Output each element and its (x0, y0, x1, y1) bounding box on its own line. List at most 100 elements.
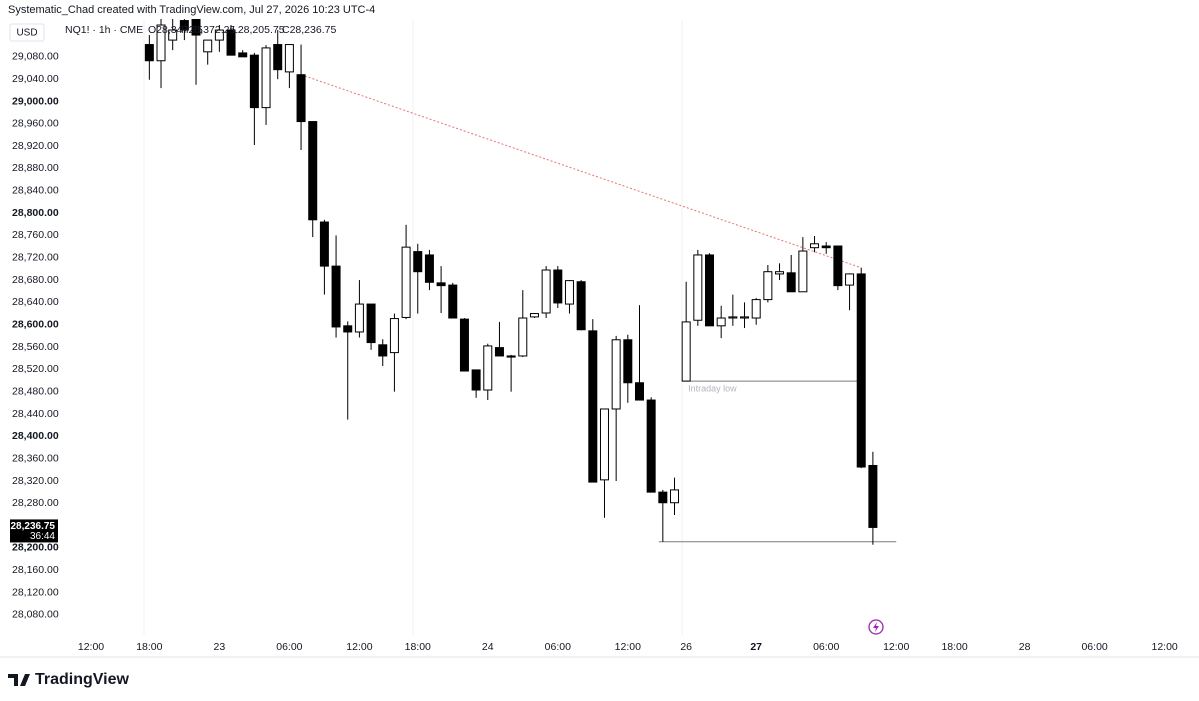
y-tick-label: 29,080.00 (12, 51, 59, 63)
header-bg (0, 0, 1199, 19)
candle-body (179, 20, 189, 31)
currency-box[interactable] (9, 23, 45, 42)
y-tick-label: 29,000.00 (12, 95, 59, 107)
candle-body (226, 29, 236, 56)
candle-body (284, 44, 294, 73)
alert-icon[interactable] (868, 619, 884, 635)
legend-high: H28,372.25 (181, 24, 235, 36)
candle-body (238, 52, 248, 58)
candle-body (413, 251, 423, 273)
x-tick-label: 18:00 (405, 641, 431, 653)
candle-body (798, 250, 808, 293)
candle-body (623, 339, 633, 384)
candle-body (401, 246, 411, 318)
candle-body (634, 382, 644, 401)
y-tick-label: 28,560.00 (12, 341, 59, 353)
candle-body (588, 330, 598, 483)
candle-body (144, 44, 154, 62)
candle-body (214, 29, 224, 41)
y-tick-label: 28,080.00 (12, 609, 59, 621)
x-tick-label: 06:00 (545, 641, 571, 653)
y-tick-label: 29,040.00 (12, 73, 59, 85)
candle-body (553, 269, 563, 304)
candle-body (693, 254, 703, 321)
x-tick-label: 06:00 (1081, 641, 1107, 653)
y-tick-label: 28,920.00 (12, 140, 59, 152)
x-tick-label: 18:00 (136, 641, 162, 653)
candle-body (343, 325, 353, 333)
candle-body (576, 281, 586, 331)
y-tick-label: 28,200.00 (12, 542, 59, 554)
candle-body (354, 303, 364, 333)
candle-body (483, 345, 493, 391)
y-tick-label: 28,720.00 (12, 252, 59, 264)
candle-body (611, 339, 621, 410)
x-tick-label: 23 (214, 641, 226, 653)
y-tick-label: 28,760.00 (12, 229, 59, 241)
candle-body (319, 221, 329, 267)
candle-body (308, 121, 318, 221)
candle-body (564, 280, 574, 305)
candle-body (541, 269, 551, 314)
y-tick-label: 28,840.00 (12, 185, 59, 197)
x-tick-label: 18:00 (941, 641, 967, 653)
alert-bolt (873, 622, 879, 632)
candle-body (156, 24, 166, 62)
y-tick-label: 28,160.00 (12, 564, 59, 576)
candle-body (459, 318, 469, 372)
footer-logo[interactable]: TradingView (35, 671, 130, 688)
y-tick-label: 28,800.00 (12, 207, 59, 219)
y-tick-label: 28,600.00 (12, 318, 59, 330)
x-tick-label: 12:00 (883, 641, 909, 653)
x-tick-label: 06:00 (276, 641, 302, 653)
y-tick-label: 28,320.00 (12, 475, 59, 487)
candle-body (751, 299, 761, 319)
candle-body (529, 313, 539, 318)
x-tick-label: 12:00 (1151, 641, 1177, 653)
price-label-box (10, 519, 58, 543)
candle-body (646, 399, 656, 493)
candle-body (366, 303, 376, 344)
y-tick-label: 28,960.00 (12, 118, 59, 130)
candle-body (810, 243, 820, 249)
candle-body (273, 44, 283, 71)
x-tick-label: 12:00 (346, 641, 372, 653)
currency[interactable]: USD (16, 28, 37, 39)
legend-close: C28,236.75 (282, 24, 336, 36)
x-tick-label: 12:00 (78, 641, 104, 653)
y-tick-label: 28,120.00 (12, 586, 59, 598)
candle-body (261, 47, 271, 109)
candle-body (775, 271, 785, 275)
y-tick-label: 28,520.00 (12, 363, 59, 375)
candle-body (670, 489, 679, 504)
candle-body (378, 344, 388, 357)
candle-body (471, 369, 481, 391)
countdown: 36:44 (30, 531, 55, 542)
x-tick-label: 28 (1019, 641, 1031, 653)
y-tick-label: 28,880.00 (12, 162, 59, 174)
candle-body (845, 273, 855, 286)
candle-body (599, 408, 609, 481)
candle-body (740, 316, 750, 319)
y-tick-label: 28,680.00 (12, 274, 59, 286)
candle-body (436, 282, 446, 287)
candle-body (494, 347, 504, 357)
legend-low: L28,205.75 (232, 24, 285, 36)
logo-mark (8, 674, 30, 686)
candle-body (424, 254, 434, 283)
candle-body (833, 245, 843, 287)
candle-body (331, 265, 341, 328)
x-tick-label: 24 (482, 641, 494, 653)
plot: Intraday low (144, 14, 897, 545)
candle-body (389, 318, 399, 354)
candle-body (856, 273, 866, 468)
candle-body (448, 284, 458, 319)
y-tick-label: 28,440.00 (12, 408, 59, 420)
candle-body (506, 355, 516, 358)
legend-open: O28,347.75 (148, 24, 203, 36)
candle-body (821, 245, 831, 249)
candle-body (296, 74, 306, 123)
candle-body (716, 317, 726, 327)
y-tick-label: 28,480.00 (12, 385, 59, 397)
candle-body (249, 54, 259, 109)
